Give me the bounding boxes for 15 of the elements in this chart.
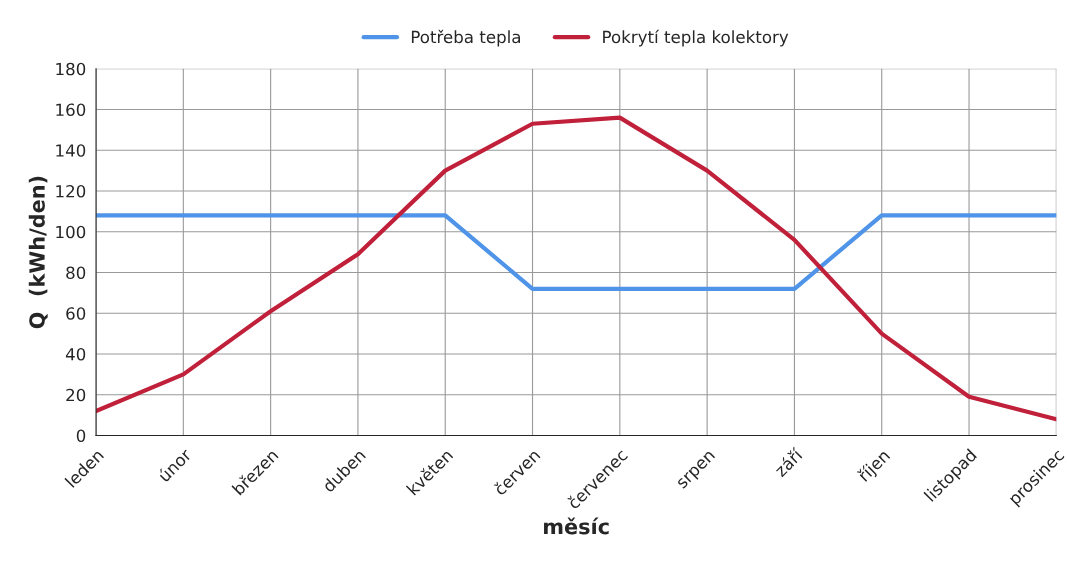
y-tick-label: 20	[66, 388, 86, 402]
y-tick-label: 40	[65, 347, 86, 361]
legend-label: Potřeba tepla	[411, 29, 520, 47]
y-tick-label: 160	[56, 103, 86, 117]
y-tick-label: 0	[76, 429, 86, 443]
y-tick-label: 80	[66, 266, 86, 280]
y-axis-title: Q (kWh/den)	[28, 176, 48, 329]
y-tick-label: 100	[56, 225, 86, 239]
y-tick-label: 140	[56, 144, 86, 157]
y-tick-label: 60	[66, 307, 86, 320]
y-tick-label: 180	[56, 62, 86, 76]
legend-label: Pokrytí tepla kolektory	[603, 29, 789, 47]
line-series	[96, 115, 1057, 422]
x-axis-title: měsíc	[544, 517, 609, 535]
y-tick-label: 120	[56, 184, 86, 198]
